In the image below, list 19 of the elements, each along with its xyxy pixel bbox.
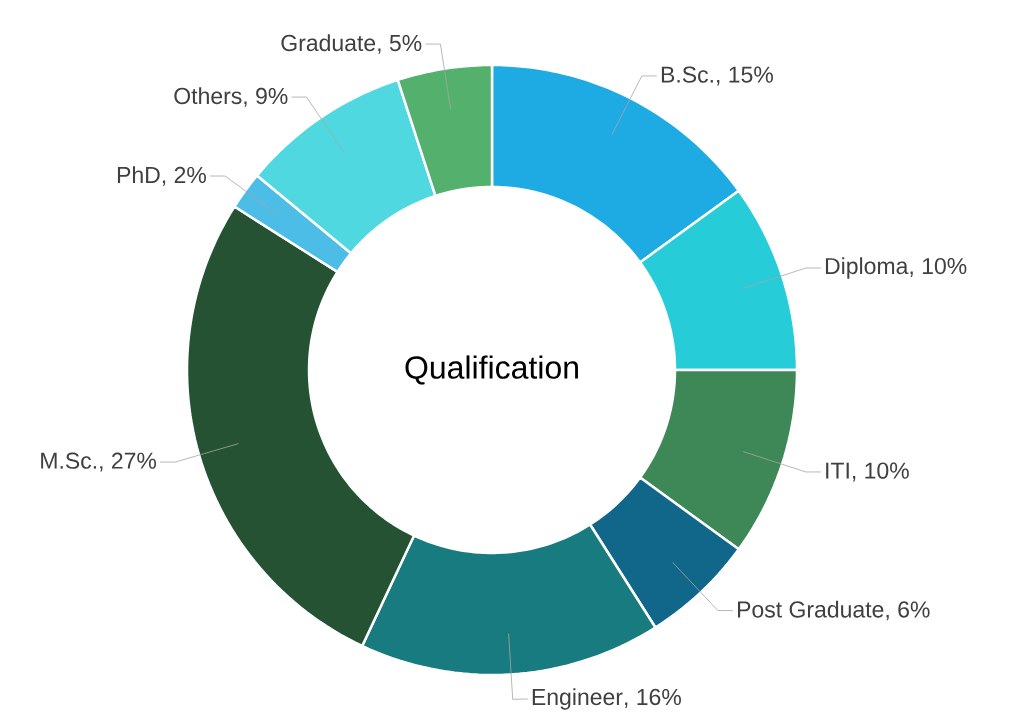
text: Qualification [405, 355, 578, 385]
data-label: , 6% [886, 601, 930, 621]
slice-label: M.Sc. [41, 452, 96, 469]
slice-label: Diploma [825, 257, 909, 279]
slice-label: Others [174, 87, 242, 105]
data-label: , 16% [625, 688, 681, 708]
slice-label: Graduate [281, 34, 376, 52]
slice-label: Post Graduate [737, 600, 884, 618]
slice-label: PhD [117, 166, 160, 183]
data-label: , 2% [162, 166, 206, 186]
slice-label: ITI [826, 462, 849, 479]
data-label: , 15% [717, 66, 773, 86]
slice-label: Engineer [532, 688, 623, 710]
data-label: , 10% [910, 257, 967, 277]
data-label: , 5% [378, 34, 422, 54]
slice-label: B.Sc. [661, 66, 713, 83]
data-label: , 9% [244, 87, 288, 107]
data-label: , 27% [100, 452, 157, 472]
data-label: , 10% [852, 462, 909, 482]
